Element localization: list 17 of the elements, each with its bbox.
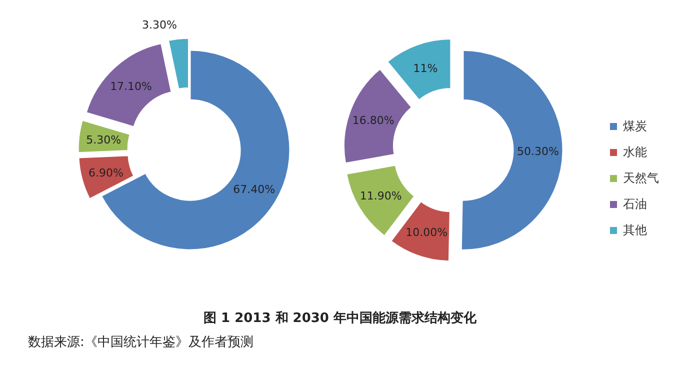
legend-label: 水能	[623, 145, 647, 159]
data-label: 6.90%	[88, 166, 124, 180]
legend-label: 天然气	[623, 171, 659, 185]
data-label: 11%	[413, 62, 438, 76]
source-note: 数据来源:《中国统计年鉴》及作者预测	[28, 335, 254, 350]
data-label: 3.30%	[142, 18, 177, 32]
data-label: 17.10%	[110, 80, 152, 94]
caption: 图 1 2013 和 2030 年中国能源需求结构变化	[203, 310, 478, 326]
legend-label: 石油	[623, 197, 647, 211]
data-label: 67.40%	[233, 182, 276, 196]
data-label: 50.30%	[517, 144, 559, 158]
data-label: 11.90%	[360, 189, 402, 202]
legend-label: 煤炭	[623, 119, 647, 133]
data-label: 10.00%	[406, 226, 448, 240]
legend-label: 其他	[623, 223, 647, 237]
data-label: 5.30%	[86, 133, 122, 146]
data-label: 16.80%	[352, 114, 394, 128]
